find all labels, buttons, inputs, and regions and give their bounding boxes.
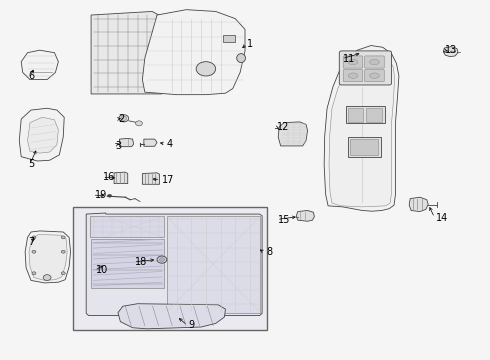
Polygon shape — [118, 304, 225, 329]
Circle shape — [454, 51, 456, 52]
Circle shape — [159, 258, 164, 261]
Text: 8: 8 — [266, 247, 272, 257]
Text: 1: 1 — [247, 39, 253, 49]
Text: 9: 9 — [189, 320, 195, 330]
FancyBboxPatch shape — [343, 69, 363, 82]
Text: 7: 7 — [28, 237, 35, 247]
Circle shape — [121, 116, 127, 121]
Ellipse shape — [348, 73, 358, 78]
Text: 3: 3 — [116, 141, 122, 151]
Ellipse shape — [369, 59, 379, 65]
FancyBboxPatch shape — [343, 56, 363, 68]
Bar — [347, 108, 363, 122]
Text: 17: 17 — [162, 175, 174, 185]
Text: 10: 10 — [96, 265, 108, 275]
Text: 14: 14 — [436, 213, 448, 222]
Ellipse shape — [237, 54, 245, 63]
Circle shape — [32, 236, 36, 239]
Polygon shape — [29, 234, 67, 280]
Polygon shape — [329, 53, 394, 207]
Polygon shape — [19, 108, 64, 161]
Polygon shape — [143, 173, 159, 184]
Polygon shape — [21, 50, 58, 80]
Polygon shape — [143, 10, 245, 95]
Text: 15: 15 — [278, 215, 291, 225]
Polygon shape — [90, 216, 164, 237]
Polygon shape — [296, 211, 315, 221]
Text: 16: 16 — [103, 172, 116, 182]
Polygon shape — [91, 239, 164, 288]
Circle shape — [61, 236, 65, 239]
Circle shape — [32, 250, 36, 253]
Polygon shape — [114, 172, 128, 184]
Circle shape — [61, 272, 65, 275]
Circle shape — [108, 194, 112, 197]
FancyBboxPatch shape — [365, 69, 384, 82]
Polygon shape — [27, 117, 58, 153]
Polygon shape — [409, 197, 428, 212]
Circle shape — [119, 115, 129, 122]
Circle shape — [32, 272, 36, 275]
Polygon shape — [443, 46, 458, 57]
Bar — [350, 139, 378, 155]
Polygon shape — [167, 216, 260, 313]
Text: 2: 2 — [118, 114, 124, 124]
Bar — [345, 106, 385, 123]
Circle shape — [43, 275, 51, 280]
Circle shape — [447, 51, 449, 52]
Text: 6: 6 — [28, 71, 35, 81]
Circle shape — [61, 250, 65, 253]
Circle shape — [45, 275, 49, 278]
Polygon shape — [324, 45, 399, 211]
Text: 5: 5 — [28, 159, 35, 169]
Ellipse shape — [348, 59, 358, 65]
Text: 4: 4 — [167, 139, 173, 149]
Bar — [223, 36, 235, 42]
Polygon shape — [120, 138, 134, 147]
FancyBboxPatch shape — [339, 51, 392, 85]
Circle shape — [157, 256, 167, 263]
Text: 12: 12 — [277, 122, 289, 132]
Circle shape — [136, 121, 143, 126]
Circle shape — [196, 62, 216, 76]
Bar — [73, 207, 267, 330]
Polygon shape — [25, 231, 71, 283]
FancyBboxPatch shape — [365, 56, 384, 68]
Polygon shape — [278, 122, 308, 146]
Bar — [366, 108, 382, 122]
Bar — [347, 137, 381, 157]
Polygon shape — [86, 213, 262, 316]
Polygon shape — [91, 12, 162, 94]
Text: 19: 19 — [95, 190, 107, 200]
Text: 18: 18 — [135, 257, 147, 267]
Circle shape — [450, 51, 452, 52]
Text: 11: 11 — [343, 54, 355, 64]
Polygon shape — [144, 139, 157, 146]
Text: 13: 13 — [445, 45, 458, 55]
Ellipse shape — [369, 73, 379, 78]
